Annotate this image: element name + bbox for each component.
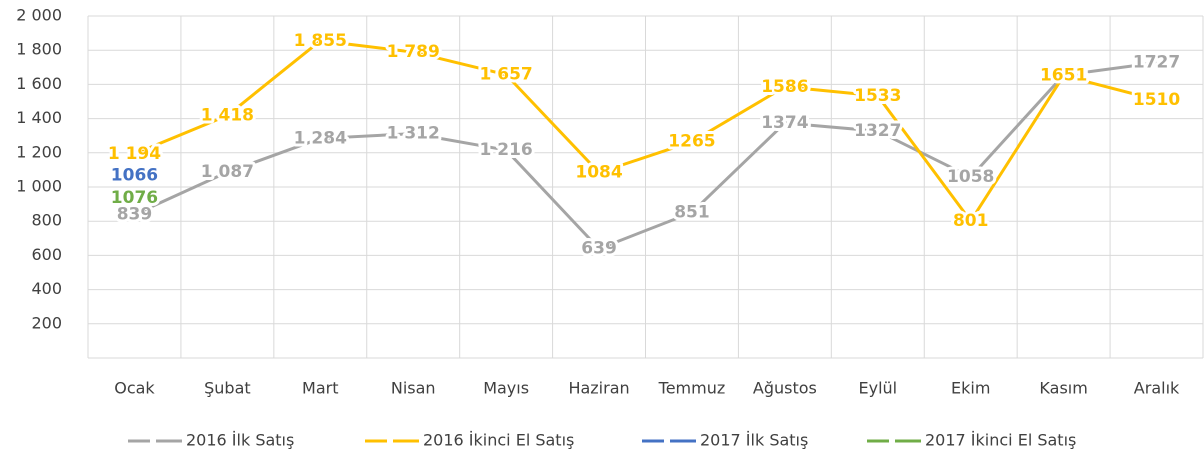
x-tick-label: Haziran <box>568 379 629 398</box>
data-label: 1533 <box>854 86 901 106</box>
x-tick-label: Şubat <box>204 379 251 398</box>
data-label: 1 855 <box>294 31 347 51</box>
y-tick-label: 1 200 <box>16 142 62 161</box>
data-label: 1510 <box>1133 90 1180 110</box>
data-label: 839 <box>117 205 153 225</box>
data-label: 1651 <box>1040 66 1087 86</box>
data-label: 1066 <box>111 166 158 186</box>
x-tick-label: Eylül <box>858 379 897 398</box>
data-label: 1727 <box>1133 53 1180 73</box>
data-label: 1 789 <box>387 42 440 62</box>
data-label: 639 <box>581 239 617 259</box>
x-tick-label: Mayıs <box>483 379 529 398</box>
x-tick-label: Aralık <box>1134 379 1180 398</box>
data-label: 1265 <box>668 132 715 152</box>
x-tick-label: Kasım <box>1039 379 1087 398</box>
y-tick-label: 600 <box>31 245 62 264</box>
data-label: 1 194 <box>108 144 161 164</box>
data-label: 1586 <box>761 77 808 97</box>
y-tick-label: 800 <box>31 211 62 230</box>
data-label: 1 087 <box>201 162 254 182</box>
data-label: 851 <box>674 202 710 222</box>
data-label: 1 216 <box>480 140 533 160</box>
data-label: 1 657 <box>480 65 533 85</box>
legend-label: 2016 İlk Satış <box>186 431 294 450</box>
series-line <box>133 39 1157 223</box>
x-tick-label: Nisan <box>391 379 436 398</box>
data-label: 1058 <box>947 167 994 187</box>
data-label: 1374 <box>761 113 808 133</box>
data-label: 1076 <box>111 188 158 208</box>
y-tick-label: 1 600 <box>16 74 62 93</box>
y-tick-label: 2 000 <box>16 6 62 25</box>
data-label: 801 <box>953 211 989 231</box>
x-tick-label: Mart <box>302 379 338 398</box>
x-tick-label: Ocak <box>114 379 155 398</box>
data-label: 1327 <box>854 121 901 141</box>
legend-label: 2017 İlk Satış <box>700 431 808 450</box>
data-label: 1 312 <box>387 124 440 144</box>
data-label: 1654 <box>1040 65 1087 85</box>
y-tick-label: 1 400 <box>16 108 62 127</box>
series-line <box>133 61 1157 251</box>
y-tick-label: 1 000 <box>16 177 62 196</box>
x-tick-label: Ağustos <box>753 379 817 398</box>
data-label: 1 284 <box>294 128 347 148</box>
x-tick-label: Ekim <box>951 379 990 398</box>
y-tick-label: 400 <box>31 279 62 298</box>
data-label: 1084 <box>575 163 622 183</box>
data-label: 1 418 <box>201 106 254 126</box>
y-tick-label: 1 800 <box>16 40 62 59</box>
legend-label: 2016 İkinci El Satış <box>423 431 574 450</box>
legend-label: 2017 İkinci El Satış <box>925 431 1076 450</box>
x-tick-label: Temmuz <box>658 379 726 398</box>
y-tick-label: 200 <box>31 313 62 332</box>
